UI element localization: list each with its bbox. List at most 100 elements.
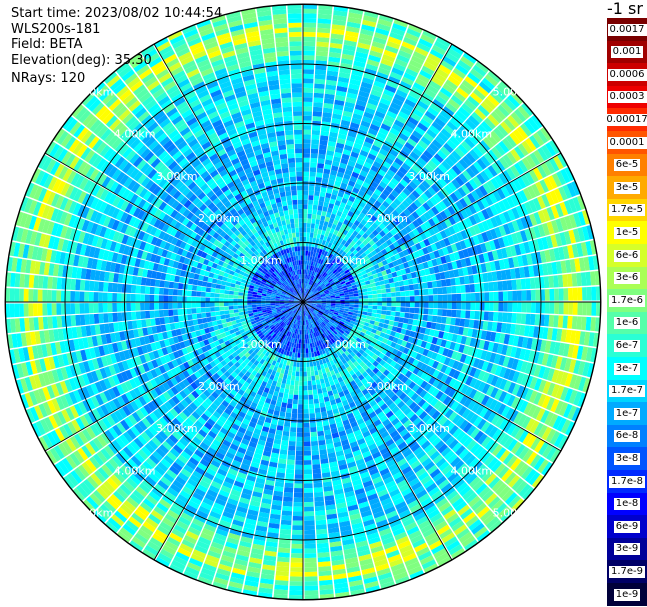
ppi-cell	[321, 284, 326, 289]
ppi-cell	[572, 287, 578, 301]
ppi-cell	[326, 75, 338, 82]
ppi-cell	[324, 256, 329, 262]
ppi-cell	[326, 284, 332, 288]
ppi-cell	[311, 297, 317, 300]
ppi-cell	[451, 233, 460, 243]
ppi-cell	[526, 337, 533, 350]
ppi-cell	[304, 288, 306, 293]
ppi-cell	[325, 79, 337, 86]
ppi-cell	[411, 190, 421, 199]
ppi-cell	[373, 115, 384, 123]
ppi-cell	[356, 99, 367, 107]
ppi-cell	[352, 65, 365, 73]
ppi-cell	[435, 232, 443, 241]
ppi-cell	[571, 273, 578, 287]
ppi-cell	[345, 140, 354, 147]
ppi-cell	[327, 222, 333, 228]
ppi-cell	[362, 291, 368, 296]
ppi-cell	[326, 297, 331, 300]
ppi-cell	[527, 117, 540, 132]
ppi-cell	[397, 85, 410, 94]
ppi-cell	[401, 145, 412, 155]
ppi-cell	[596, 302, 601, 316]
ppi-cell	[549, 157, 560, 172]
ppi-cell	[306, 223, 311, 228]
ppi-cell	[460, 230, 468, 240]
ppi-cell	[448, 325, 455, 334]
ppi-cell	[463, 195, 472, 206]
ppi-cell	[485, 218, 494, 230]
ppi-cell	[404, 32, 419, 42]
ppi-cell	[468, 204, 477, 215]
ppi-cell	[458, 250, 465, 259]
ppi-cell	[467, 266, 473, 275]
ppi-cell	[374, 32, 388, 41]
ppi-cell	[505, 135, 517, 148]
ppi-cell	[366, 271, 373, 277]
ppi-cell	[296, 366, 300, 372]
ppi-cell	[396, 153, 407, 163]
ppi-cell	[404, 141, 415, 151]
ppi-cell	[334, 308, 340, 312]
ppi-cell	[393, 140, 404, 150]
ppi-cell	[307, 301, 313, 302]
ppi-cell	[451, 285, 457, 294]
ppi-cell	[303, 371, 307, 377]
ppi-cell	[526, 290, 532, 301]
ppi-cell	[309, 265, 313, 271]
ppi-cell	[582, 302, 587, 316]
ppi-cell	[479, 292, 485, 302]
ppi-cell	[421, 180, 431, 190]
ppi-cell	[330, 33, 344, 40]
ppi-cell	[381, 270, 387, 276]
ppi-cell	[351, 255, 357, 261]
ppi-cell	[335, 90, 347, 97]
ppi-cell	[327, 270, 333, 276]
ppi-cell	[310, 436, 318, 442]
ppi-cell	[590, 271, 596, 286]
ppi-cell	[310, 422, 317, 428]
ppi-cell	[447, 294, 452, 302]
ppi-cell	[303, 69, 314, 75]
ppi-cell	[404, 98, 416, 108]
ppi-cell	[303, 348, 306, 354]
ppi-cell	[509, 132, 521, 145]
ppi-cell	[383, 49, 397, 59]
ppi-cell	[361, 245, 368, 252]
ppi-cell	[309, 171, 316, 177]
ppi-cell	[545, 235, 554, 249]
ppi-cell	[348, 195, 356, 203]
ppi-cell	[465, 181, 475, 193]
ppi-cell	[324, 281, 330, 286]
ppi-cell	[487, 251, 495, 262]
ppi-cell	[391, 292, 396, 297]
ppi-cell	[327, 287, 333, 291]
ppi-cell	[567, 244, 575, 259]
ppi-cell	[383, 264, 390, 270]
ppi-cell	[355, 260, 362, 267]
ppi-cell	[495, 159, 506, 172]
ppi-cell	[309, 237, 313, 243]
ppi-cell	[307, 297, 312, 301]
ppi-cell	[321, 285, 327, 290]
ppi-cell	[294, 483, 303, 489]
ppi-cell	[376, 289, 382, 294]
ppi-cell	[309, 232, 314, 238]
ppi-cell	[398, 280, 405, 287]
ppi-cell	[299, 329, 302, 335]
ppi-cell	[351, 69, 364, 77]
ppi-cell	[346, 283, 352, 288]
ppi-cell	[595, 286, 601, 301]
ppi-cell	[307, 209, 313, 214]
ppi-cell	[312, 303, 317, 306]
ppi-cell	[332, 269, 338, 274]
ppi-cell	[392, 241, 400, 248]
ppi-cell	[493, 202, 503, 214]
ppi-cell	[350, 282, 356, 286]
ppi-cell	[317, 268, 322, 274]
ppi-cell	[558, 246, 565, 260]
ppi-cell	[312, 384, 317, 390]
ppi-cell	[303, 73, 314, 79]
ppi-cell	[503, 97, 517, 111]
ppi-cell	[303, 120, 312, 126]
